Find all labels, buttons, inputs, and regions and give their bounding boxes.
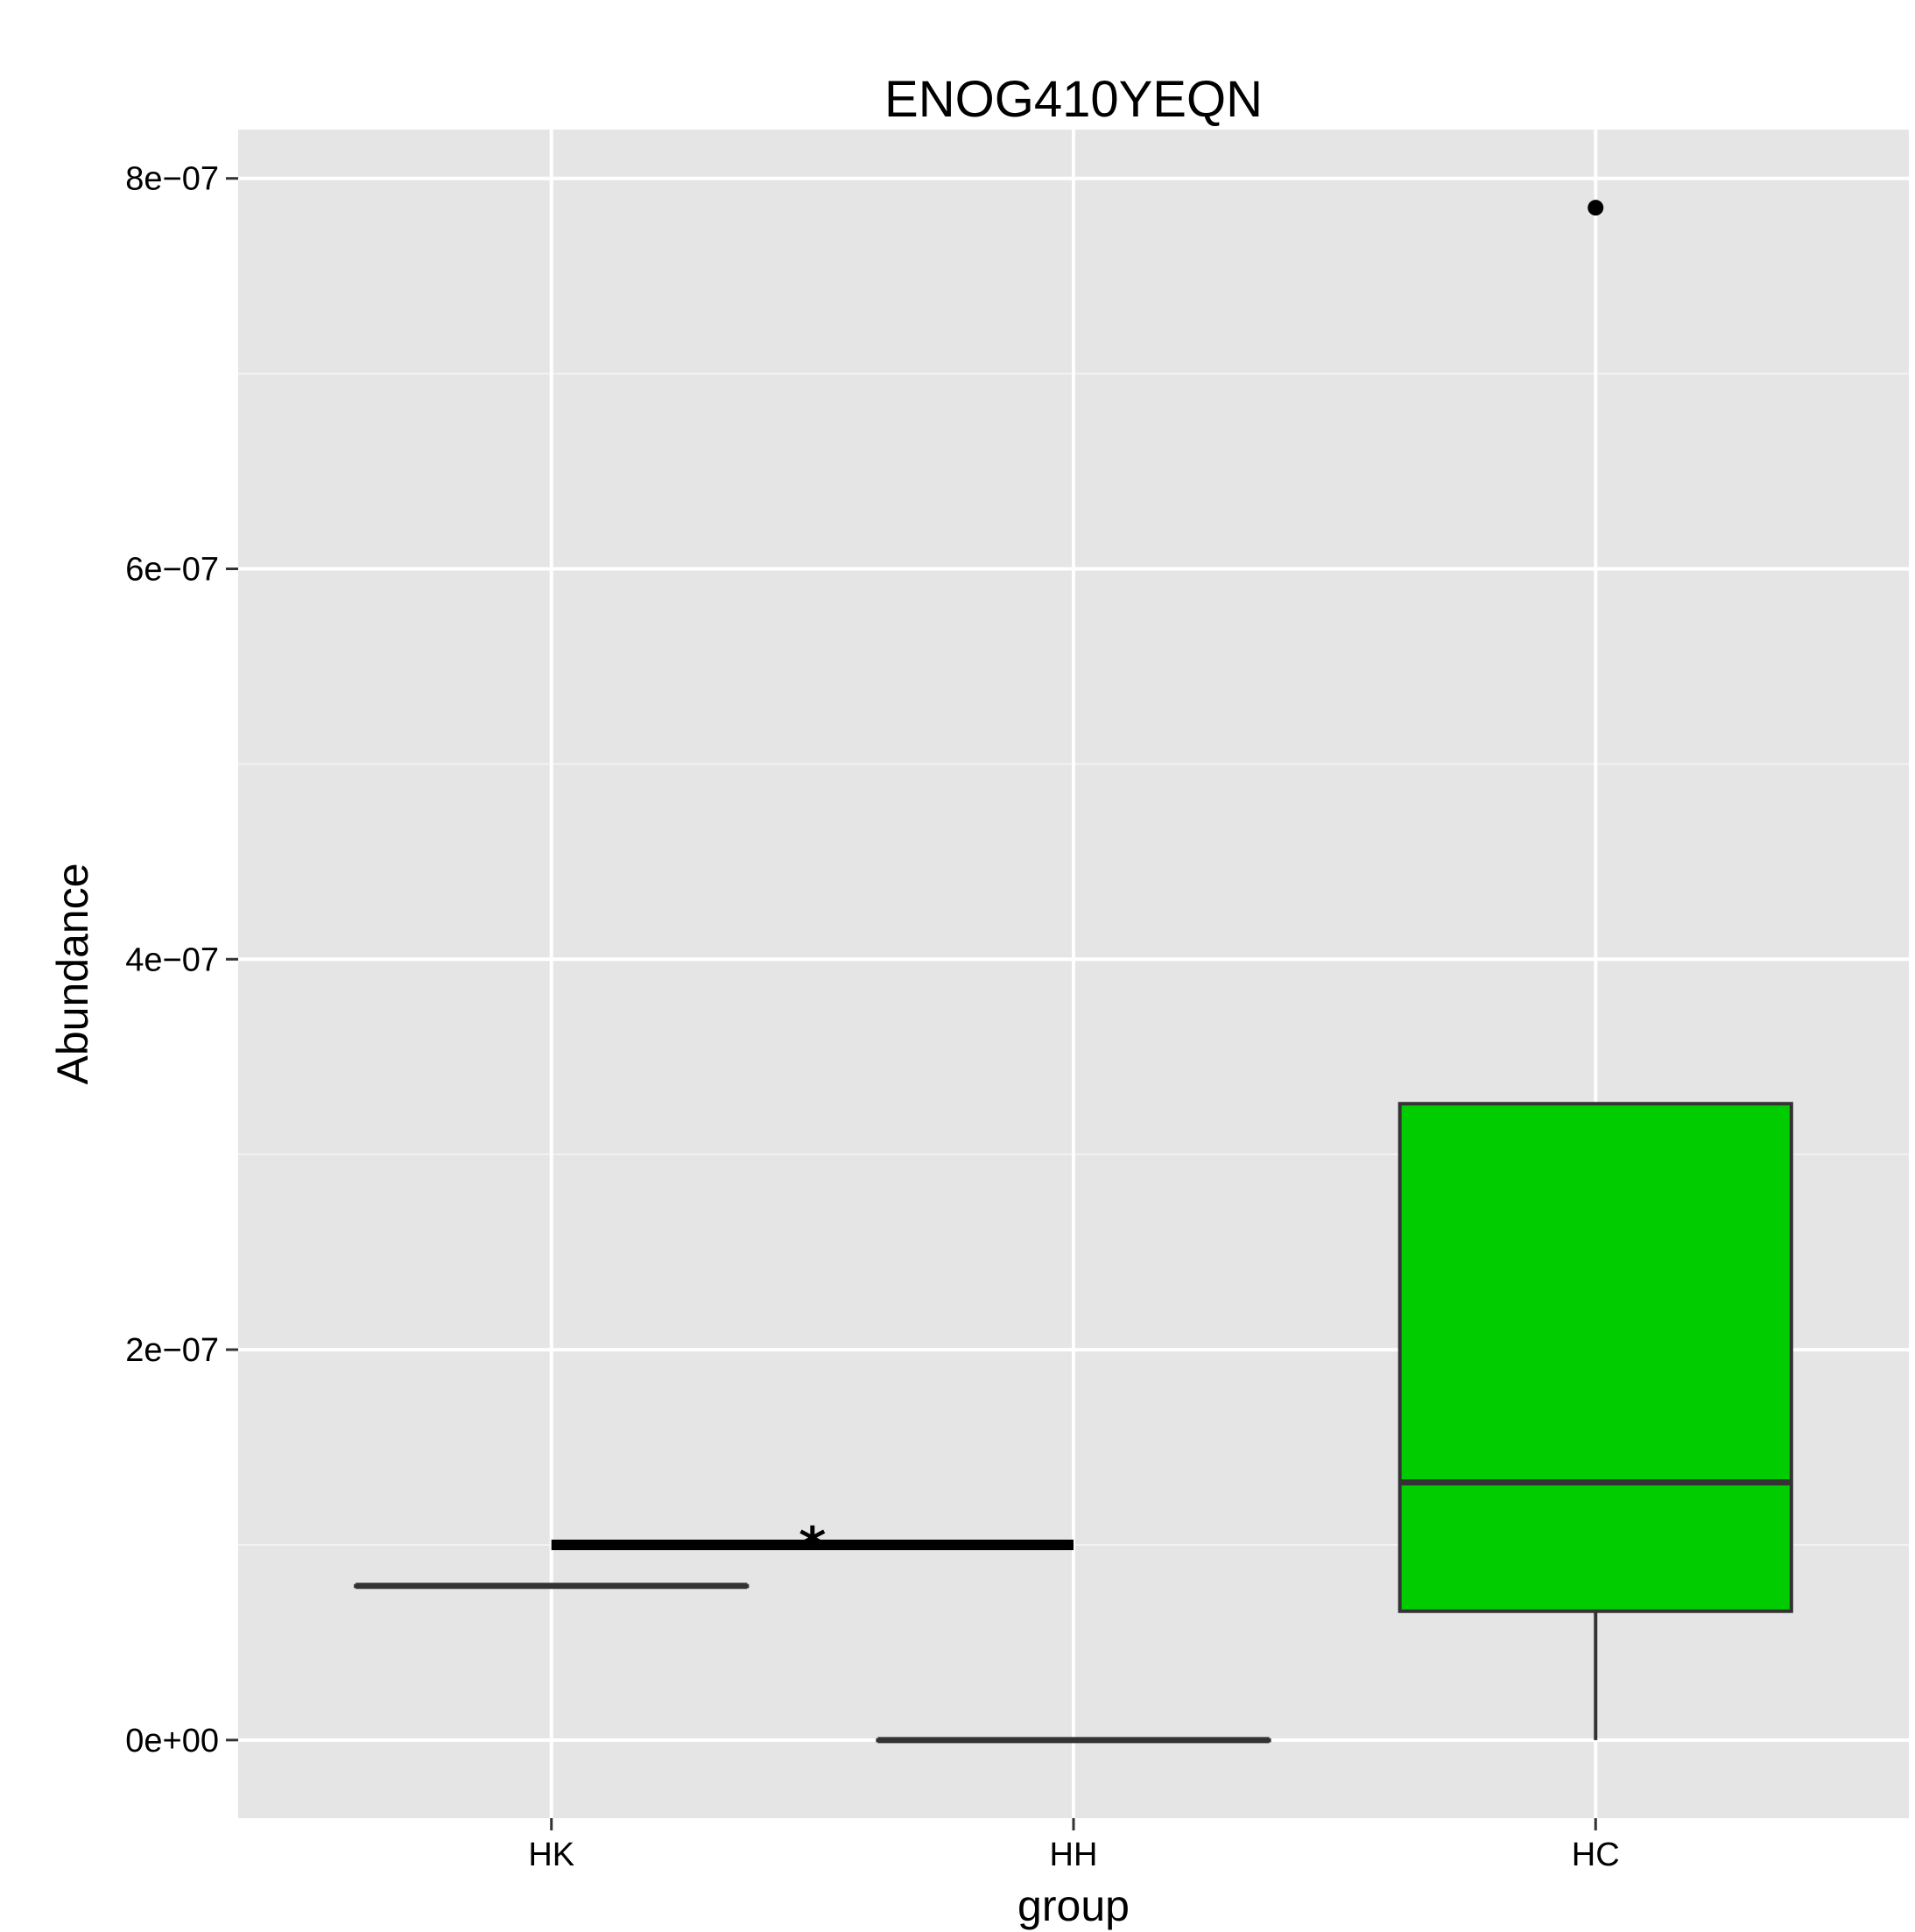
y-tick-label: 2e−07 xyxy=(125,1332,219,1369)
box-hc xyxy=(1398,1102,1793,1613)
significance-label: * xyxy=(799,1516,826,1577)
y-axis: 0e+00 2e−07 4e−07 6e−07 8e−07 xyxy=(125,161,238,1759)
grid-lines xyxy=(238,130,1909,1818)
x-tick-label: HK xyxy=(528,1837,574,1873)
x-tick-label: HC xyxy=(1572,1837,1620,1873)
annotation-layer: * xyxy=(551,1516,1074,1577)
y-tick-label: 6e−07 xyxy=(125,552,219,589)
x-axis-title: group xyxy=(1017,1881,1130,1930)
chart-title: ENOG410YEQN xyxy=(884,71,1263,128)
x-tick-label: HH xyxy=(1050,1837,1098,1873)
outlier-point xyxy=(1588,200,1604,216)
box-layer xyxy=(354,200,1793,1744)
y-tick-label: 4e−07 xyxy=(125,941,219,978)
x-axis: HK HH HC xyxy=(528,1818,1620,1873)
y-tick-label: 8e−07 xyxy=(125,161,219,198)
y-axis-title: Abundance xyxy=(48,863,97,1084)
y-tick-label: 0e+00 xyxy=(125,1723,219,1759)
